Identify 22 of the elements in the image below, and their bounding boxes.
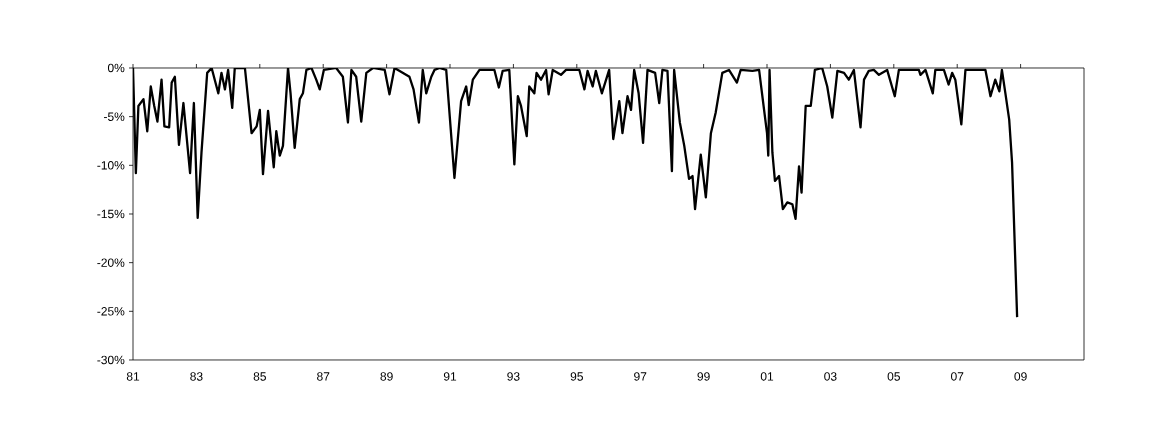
y-tick-label: -10% (97, 161, 125, 170)
y-tick-label: -15% (97, 209, 125, 219)
x-tick-label: 05 (887, 372, 900, 381)
x-tick-label: 93 (507, 372, 520, 381)
x-tick-label: 99 (697, 372, 710, 381)
y-tick-label: -20% (97, 258, 125, 267)
x-tick-label: 03 (824, 372, 837, 381)
y-tick-label: -30% (97, 355, 125, 365)
x-tick-label: 87 (317, 372, 330, 381)
x-tick-label: 97 (634, 372, 647, 381)
x-tick-label: 81 (126, 372, 140, 381)
x-tick-label: 83 (190, 372, 203, 381)
y-tick-label: -5% (104, 112, 125, 121)
x-tick-label: 85 (253, 372, 266, 381)
x-tick-label: 09 (1014, 372, 1027, 381)
x-tick-label: 01 (760, 372, 774, 381)
x-tick-label: 95 (570, 372, 583, 381)
x-tick-label: 89 (380, 372, 393, 381)
x-tick-label: 91 (443, 372, 457, 381)
y-tick-label: 0% (107, 63, 125, 73)
x-tick-label: 07 (951, 372, 964, 381)
y-tick-label: -25% (97, 307, 125, 316)
